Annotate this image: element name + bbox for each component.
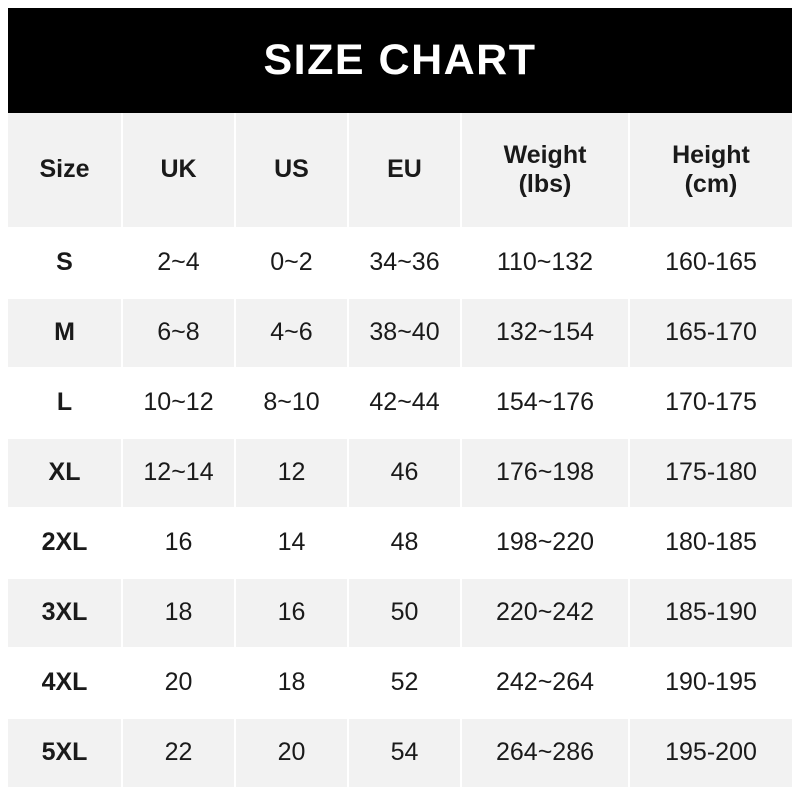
table-header: Size UK US EU Weight (lbs) Height (cm) <box>8 113 792 229</box>
cell-size: 3XL <box>8 579 123 649</box>
table-row: XL 12~14 12 46 176~198 175-180 <box>8 439 792 509</box>
column-header-us: US <box>236 113 349 229</box>
cell-height: 170-175 <box>630 369 792 439</box>
table-row: 2XL 16 14 48 198~220 180-185 <box>8 509 792 579</box>
cell-weight: 110~132 <box>462 229 630 299</box>
column-header-uk-line1: UK <box>160 155 197 184</box>
cell-weight: 198~220 <box>462 509 630 579</box>
title-banner: SIZE CHART <box>8 8 792 113</box>
cell-us: 18 <box>236 649 349 719</box>
cell-eu: 38~40 <box>349 299 462 369</box>
cell-us: 20 <box>236 719 349 787</box>
column-header-height-line2: (cm) <box>684 170 738 198</box>
cell-us: 4~6 <box>236 299 349 369</box>
cell-height: 180-185 <box>630 509 792 579</box>
cell-size: L <box>8 369 123 439</box>
cell-uk: 6~8 <box>123 299 236 369</box>
cell-height: 175-180 <box>630 439 792 509</box>
cell-us: 16 <box>236 579 349 649</box>
cell-uk: 12~14 <box>123 439 236 509</box>
column-header-height: Height (cm) <box>630 113 792 229</box>
header-row: Size UK US EU Weight (lbs) Height (cm) <box>8 113 792 229</box>
cell-uk: 16 <box>123 509 236 579</box>
column-header-eu-line1: EU <box>387 155 422 184</box>
cell-us: 14 <box>236 509 349 579</box>
cell-weight: 264~286 <box>462 719 630 787</box>
column-header-size: Size <box>8 113 123 229</box>
cell-height: 160-165 <box>630 229 792 299</box>
table-row: S 2~4 0~2 34~36 110~132 160-165 <box>8 229 792 299</box>
cell-weight: 132~154 <box>462 299 630 369</box>
table-row: M 6~8 4~6 38~40 132~154 165-170 <box>8 299 792 369</box>
table-body: S 2~4 0~2 34~36 110~132 160-165 M 6~8 4~… <box>8 229 792 787</box>
cell-eu: 50 <box>349 579 462 649</box>
column-header-weight: Weight (lbs) <box>462 113 630 229</box>
column-header-eu: EU <box>349 113 462 229</box>
cell-height: 190-195 <box>630 649 792 719</box>
column-header-weight-line2: (lbs) <box>518 170 572 198</box>
cell-height: 195-200 <box>630 719 792 787</box>
cell-weight: 242~264 <box>462 649 630 719</box>
column-header-uk: UK <box>123 113 236 229</box>
cell-weight: 154~176 <box>462 369 630 439</box>
cell-us: 8~10 <box>236 369 349 439</box>
cell-eu: 52 <box>349 649 462 719</box>
cell-size: 2XL <box>8 509 123 579</box>
size-chart-table: Size UK US EU Weight (lbs) Height (cm) <box>8 113 792 787</box>
cell-eu: 54 <box>349 719 462 787</box>
cell-us: 0~2 <box>236 229 349 299</box>
cell-weight: 220~242 <box>462 579 630 649</box>
page-title: SIZE CHART <box>263 36 537 84</box>
cell-size: S <box>8 229 123 299</box>
cell-size: XL <box>8 439 123 509</box>
column-header-height-line1: Height <box>672 140 750 169</box>
cell-uk: 18 <box>123 579 236 649</box>
column-header-size-line1: Size <box>39 155 90 184</box>
cell-size: 4XL <box>8 649 123 719</box>
cell-eu: 34~36 <box>349 229 462 299</box>
cell-uk: 22 <box>123 719 236 787</box>
table-row: 4XL 20 18 52 242~264 190-195 <box>8 649 792 719</box>
cell-uk: 2~4 <box>123 229 236 299</box>
cell-us: 12 <box>236 439 349 509</box>
cell-uk: 10~12 <box>123 369 236 439</box>
table-row: 3XL 18 16 50 220~242 185-190 <box>8 579 792 649</box>
column-header-us-line1: US <box>274 155 309 184</box>
table-row: 5XL 22 20 54 264~286 195-200 <box>8 719 792 787</box>
cell-height: 185-190 <box>630 579 792 649</box>
table-row: L 10~12 8~10 42~44 154~176 170-175 <box>8 369 792 439</box>
cell-eu: 46 <box>349 439 462 509</box>
cell-height: 165-170 <box>630 299 792 369</box>
cell-size: 5XL <box>8 719 123 787</box>
cell-eu: 48 <box>349 509 462 579</box>
cell-size: M <box>8 299 123 369</box>
cell-eu: 42~44 <box>349 369 462 439</box>
column-header-weight-line1: Weight <box>503 140 587 169</box>
cell-weight: 176~198 <box>462 439 630 509</box>
cell-uk: 20 <box>123 649 236 719</box>
